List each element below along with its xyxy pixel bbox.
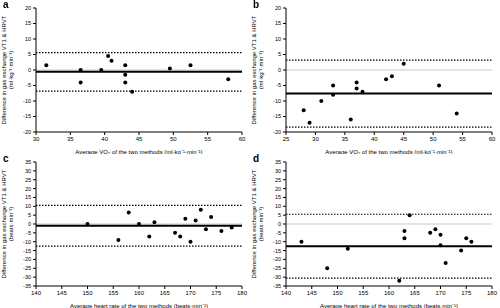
svg-text:30: 30	[33, 136, 40, 142]
svg-text:165: 165	[410, 290, 421, 296]
svg-text:-30: -30	[273, 274, 281, 280]
svg-text:35: 35	[275, 159, 281, 165]
svg-text:155: 155	[358, 290, 369, 296]
svg-text:-10: -10	[273, 239, 281, 245]
svg-text:-5: -5	[26, 82, 31, 88]
svg-text:30: 30	[312, 136, 319, 142]
svg-text:(ml·kg⁻¹·min⁻¹): (ml·kg⁻¹·min⁻¹)	[258, 51, 264, 89]
svg-text:145: 145	[307, 290, 318, 296]
svg-text:0: 0	[28, 67, 31, 73]
html-text:d: d	[253, 153, 260, 164]
svg-text:0: 0	[278, 67, 281, 73]
svg-text:5: 5	[28, 51, 31, 57]
svg-text:160: 160	[134, 290, 145, 296]
svg-text:-20: -20	[23, 129, 31, 135]
svg-text:15: 15	[275, 20, 281, 26]
svg-text:35: 35	[342, 136, 349, 142]
svg-text:5: 5	[278, 212, 281, 218]
svg-text:35: 35	[67, 136, 74, 142]
svg-text:145: 145	[57, 290, 68, 296]
svg-text:30: 30	[275, 168, 281, 174]
svg-text:25: 25	[25, 177, 31, 183]
svg-text:-15: -15	[23, 113, 31, 119]
svg-text:-5: -5	[276, 82, 281, 88]
svg-text:60: 60	[489, 136, 492, 142]
svg-text:-15: -15	[273, 248, 281, 254]
html-text:b: b	[253, 0, 260, 10]
html-text:a: a	[3, 0, 9, 10]
svg-text:15: 15	[25, 194, 31, 200]
svg-text:-10: -10	[23, 98, 31, 104]
svg-text:140: 140	[281, 290, 292, 296]
svg-text:Difference in gas exchange VT1: Difference in gas exchange VT1 & HRVT	[251, 15, 257, 124]
svg-text:-5: -5	[26, 230, 31, 236]
svg-text:15: 15	[275, 194, 281, 200]
svg-text:-10: -10	[23, 239, 31, 245]
svg-text:-15: -15	[273, 113, 281, 119]
svg-text:45: 45	[136, 136, 143, 142]
svg-text:140: 140	[31, 290, 42, 296]
svg-text:-20: -20	[273, 256, 281, 262]
svg-text:0: 0	[28, 221, 31, 227]
svg-text:5: 5	[278, 51, 281, 57]
svg-text:Average VO₂ of the two methods: Average VO₂ of the two methods (ml·kg⁻¹·…	[75, 149, 202, 154]
svg-text:35: 35	[25, 159, 31, 165]
svg-text:20: 20	[275, 5, 281, 11]
svg-text:(ml·kg⁻¹·min⁻¹): (ml·kg⁻¹·min⁻¹)	[8, 51, 14, 89]
svg-text:Average VO₂ of the two methods: Average VO₂ of the two methods (ml·kg⁻¹·…	[325, 149, 452, 154]
svg-text:50: 50	[430, 136, 437, 142]
svg-text:-10: -10	[273, 98, 281, 104]
svg-text:(beats·min⁻¹): (beats·min⁻¹)	[258, 207, 264, 241]
svg-text:20: 20	[25, 5, 31, 11]
html-text:c: c	[3, 153, 9, 164]
svg-text:-25: -25	[23, 265, 31, 271]
svg-text:155: 155	[108, 290, 119, 296]
svg-text:55: 55	[204, 136, 211, 142]
svg-text:150: 150	[82, 290, 93, 296]
svg-text:40: 40	[101, 136, 108, 142]
svg-text:10: 10	[25, 36, 31, 42]
svg-text:0: 0	[278, 221, 281, 227]
svg-text:170: 170	[185, 290, 196, 296]
svg-text:10: 10	[275, 203, 281, 209]
svg-text:Average heart rate of the two: Average heart rate of the two methods (b…	[320, 303, 458, 308]
svg-text:Average heart rate of the two: Average heart rate of the two methods (b…	[70, 303, 208, 308]
svg-text:-15: -15	[23, 248, 31, 254]
svg-text:25: 25	[275, 177, 281, 183]
svg-text:-20: -20	[23, 256, 31, 262]
svg-text:175: 175	[461, 290, 472, 296]
svg-text:45: 45	[400, 136, 407, 142]
svg-text:10: 10	[275, 36, 281, 42]
svg-text:20: 20	[25, 186, 31, 192]
svg-text:175: 175	[211, 290, 222, 296]
svg-text:165: 165	[160, 290, 171, 296]
svg-text:-35: -35	[23, 283, 31, 289]
svg-text:Difference in gas exchange VT1: Difference in gas exchange VT1 & HRVT	[251, 169, 257, 278]
svg-text:180: 180	[487, 290, 492, 296]
svg-text:(beats·min⁻¹): (beats·min⁻¹)	[8, 207, 14, 241]
svg-text:30: 30	[25, 168, 31, 174]
svg-text:-20: -20	[273, 129, 281, 135]
svg-text:15: 15	[25, 20, 31, 26]
svg-text:-5: -5	[276, 230, 281, 236]
svg-text:55: 55	[459, 136, 466, 142]
svg-text:5: 5	[28, 212, 31, 218]
svg-text:40: 40	[371, 136, 378, 142]
svg-text:-35: -35	[273, 283, 281, 289]
svg-text:180: 180	[237, 290, 248, 296]
svg-text:-25: -25	[273, 265, 281, 271]
svg-text:160: 160	[384, 290, 395, 296]
svg-text:25: 25	[283, 136, 290, 142]
svg-text:10: 10	[25, 203, 31, 209]
svg-text:50: 50	[170, 136, 177, 142]
svg-text:60: 60	[239, 136, 246, 142]
svg-text:150: 150	[332, 290, 343, 296]
svg-text:170: 170	[435, 290, 446, 296]
svg-text:-30: -30	[23, 274, 31, 280]
svg-text:20: 20	[275, 186, 281, 192]
